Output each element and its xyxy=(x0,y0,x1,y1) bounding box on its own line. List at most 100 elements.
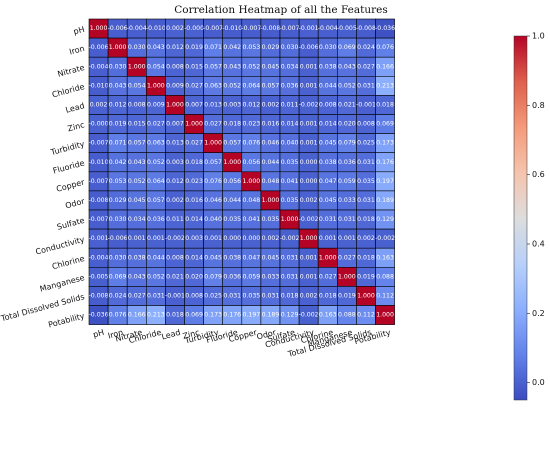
cell-value-label-9-9: 1.000 xyxy=(262,197,280,204)
cell-value-label-14-9: 0.031 xyxy=(262,292,280,299)
cell-value-label-9-1: 0.029 xyxy=(109,197,127,204)
cell-value-label-8-6: 0.076 xyxy=(204,178,222,185)
cell-value-label-2-15: 0.166 xyxy=(376,63,394,70)
cell-value-label-0-10: -0.007 xyxy=(280,25,300,32)
cell-value-label-7-9: 0.044 xyxy=(262,159,280,166)
cell-value-label-7-3: 0.052 xyxy=(147,159,165,166)
cell-value-label-6-5: 0.027 xyxy=(185,140,203,147)
cell-value-label-15-5: 0.069 xyxy=(185,312,203,319)
cell-value-label-10-4: 0.011 xyxy=(166,216,184,223)
cell-value-label-3-6: 0.063 xyxy=(204,82,222,89)
cell-value-label-6-6: 1.000 xyxy=(204,140,222,147)
cell-value-label-1-12: 0.030 xyxy=(319,44,337,51)
y-tick-label-10: Sulfate xyxy=(56,216,86,232)
cell-value-label-13-9: 0.033 xyxy=(262,273,280,280)
cell-value-label-5-0: -0.000 xyxy=(89,121,109,128)
cell-value-label-15-8: 0.197 xyxy=(242,312,260,319)
cell-value-label-5-12: 0.014 xyxy=(319,121,337,128)
cell-value-label-11-10: -0.002 xyxy=(280,235,300,242)
cell-value-label-4-12: 0.008 xyxy=(319,101,337,108)
cell-value-label-8-3: 0.064 xyxy=(147,178,165,185)
cell-value-label-0-1: -0.006 xyxy=(108,25,128,32)
cell-value-label-8-12: 0.047 xyxy=(319,178,337,185)
cell-value-label-15-9: 0.189 xyxy=(262,312,280,319)
cell-value-label-0-15: -0.036 xyxy=(375,25,395,32)
cell-value-label-4-4: 1.000 xyxy=(166,101,184,108)
cell-value-label-1-10: 0.030 xyxy=(281,44,299,51)
cell-value-label-3-2: 0.054 xyxy=(128,82,146,89)
cell-value-label-10-15: 0.129 xyxy=(376,216,394,223)
cell-value-label-5-8: 0.023 xyxy=(242,121,260,128)
cell-value-label-5-3: 0.027 xyxy=(147,121,165,128)
cell-value-label-10-13: 0.031 xyxy=(338,216,356,223)
cell-value-label-0-5: -0.000 xyxy=(184,25,204,32)
cell-value-label-15-6: 0.173 xyxy=(204,312,222,319)
cell-value-label-11-4: -0.002 xyxy=(165,235,185,242)
cell-value-label-13-11: 0.001 xyxy=(300,273,318,280)
cell-value-label-8-11: 0.000 xyxy=(300,178,318,185)
cell-value-label-12-15: 0.163 xyxy=(376,254,394,261)
cell-value-label-6-12: 0.045 xyxy=(319,140,337,147)
cell-value-label-7-12: 0.038 xyxy=(319,159,337,166)
cell-value-label-9-12: 0.045 xyxy=(319,197,337,204)
cell-value-label-12-8: 0.047 xyxy=(242,254,260,261)
cell-value-label-3-7: 0.052 xyxy=(223,82,241,89)
cell-value-label-4-6: 0.013 xyxy=(204,101,222,108)
cell-value-label-2-9: 0.045 xyxy=(262,63,280,70)
cell-value-label-7-10: 0.035 xyxy=(281,159,299,166)
cell-value-label-7-8: 0.056 xyxy=(242,159,260,166)
cell-value-label-8-5: 0.023 xyxy=(185,178,203,185)
heatmap-cells: 1.000 -0.006 -0.004 -0.010 0.002 -0.000 -0.007… xyxy=(89,18,395,325)
cell-value-label-14-8: 0.035 xyxy=(242,292,260,299)
cell-value-label-0-3: -0.010 xyxy=(146,25,166,32)
cell-value-label-14-10: 0.018 xyxy=(281,292,299,299)
cell-value-label-12-11: 0.001 xyxy=(300,254,318,261)
cell-value-label-3-3: 1.000 xyxy=(147,82,165,89)
cell-value-label-6-11: 0.001 xyxy=(300,140,318,147)
cell-value-label-10-5: 0.014 xyxy=(185,216,203,223)
cell-value-label-14-5: 0.008 xyxy=(185,292,203,299)
chart-title: Correlation Heatmap of all the Features xyxy=(174,4,388,16)
cell-value-label-2-1: 0.030 xyxy=(109,63,127,70)
cell-value-label-1-2: 0.030 xyxy=(128,44,146,51)
cell-value-label-4-9: 0.002 xyxy=(262,101,280,108)
cell-value-label-2-14: 0.027 xyxy=(357,63,375,70)
cell-value-label-5-6: 0.027 xyxy=(204,121,222,128)
cell-value-label-10-1: 0.030 xyxy=(109,216,127,223)
cell-value-label-4-10: 0.011 xyxy=(281,101,299,108)
cell-value-label-11-3: 0.001 xyxy=(147,235,165,242)
cell-value-label-6-1: 0.071 xyxy=(109,140,127,147)
x-tick-label-5: Zinc xyxy=(182,328,201,341)
cell-value-label-11-12: 0.001 xyxy=(319,235,337,242)
cell-value-label-1-9: 0.029 xyxy=(262,44,280,51)
cell-value-label-12-7: 0.038 xyxy=(223,254,241,261)
cell-value-label-13-6: 0.079 xyxy=(204,273,222,280)
colorbar-tick-label-2: 0.4 xyxy=(532,240,545,249)
cell-value-label-11-7: 0.000 xyxy=(223,235,241,242)
colorbar-gradient xyxy=(513,35,528,401)
cell-value-label-11-11: 1.000 xyxy=(300,235,318,242)
cell-value-label-8-15: 0.197 xyxy=(376,178,394,185)
cell-value-label-0-2: -0.004 xyxy=(127,25,147,32)
cell-value-label-6-9: 0.046 xyxy=(262,140,280,147)
cell-value-label-15-4: 0.018 xyxy=(166,312,184,319)
heatmap-cell-15-15 xyxy=(375,305,395,325)
cell-value-label-8-4: 0.012 xyxy=(166,178,184,185)
y-tick-label-4: Lead xyxy=(65,101,86,115)
cell-value-label-9-13: 0.033 xyxy=(338,197,356,204)
cell-value-label-12-14: 0.018 xyxy=(357,254,375,261)
cell-value-label-10-12: 0.031 xyxy=(319,216,337,223)
cell-value-label-4-1: 0.012 xyxy=(109,101,127,108)
cell-value-label-8-10: 0.041 xyxy=(281,178,299,185)
cell-value-label-3-13: 0.052 xyxy=(338,82,356,89)
cell-value-label-9-14: 0.031 xyxy=(357,197,375,204)
cell-value-label-1-3: 0.043 xyxy=(147,44,165,51)
cell-value-label-13-7: 0.036 xyxy=(223,273,241,280)
cell-value-label-0-7: -0.010 xyxy=(222,25,242,32)
cell-value-label-3-8: 0.064 xyxy=(242,82,260,89)
cell-value-label-2-11: 0.001 xyxy=(300,63,318,70)
cell-value-label-10-6: 0.040 xyxy=(204,216,222,223)
cell-value-label-3-4: 0.009 xyxy=(166,82,184,89)
y-tick-label-13: Manganese xyxy=(39,273,86,294)
cell-value-label-15-11: -0.002 xyxy=(299,312,319,319)
